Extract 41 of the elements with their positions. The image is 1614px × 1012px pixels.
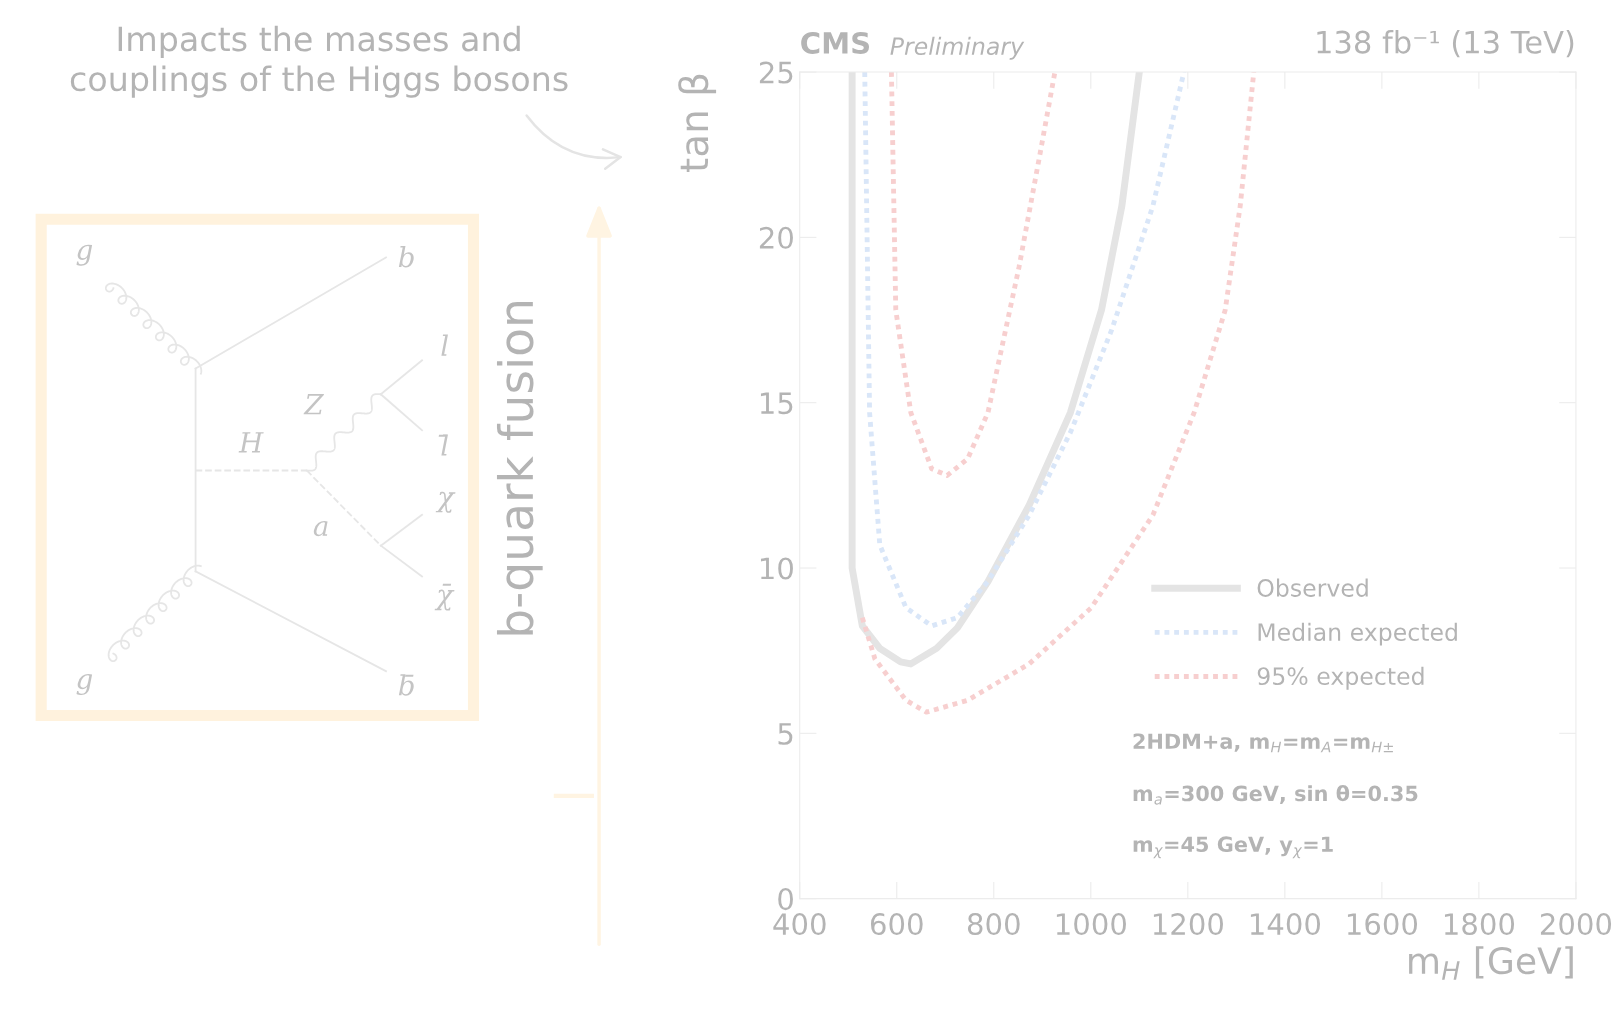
text: b̄ bbox=[398, 674, 414, 696]
text: g bbox=[76, 673, 93, 695]
annotation: m$_{χ}$=45 GeV, y$_{χ}$=1 bbox=[1133, 836, 1333, 859]
text: l̄ bbox=[438, 434, 448, 456]
y-tick-label: 25 bbox=[759, 61, 793, 84]
x-axis-title: m$_{H}$ [GeV] bbox=[1409, 946, 1573, 980]
x-tick-label: 1600 bbox=[1347, 913, 1418, 936]
text: b bbox=[398, 245, 414, 268]
text: 138 fb⁻¹ (13 TeV) bbox=[1317, 30, 1574, 58]
text: g bbox=[76, 244, 93, 266]
text: CMS bbox=[801, 31, 870, 54]
text: Z bbox=[303, 394, 324, 415]
text: Preliminary bbox=[890, 36, 1025, 60]
y-tick-label: 0 bbox=[778, 888, 793, 911]
annotation: m$_{a}$=300 GeV, sin θ=0.35 bbox=[1133, 785, 1418, 805]
text: a bbox=[313, 520, 328, 537]
y-tick-label: 5 bbox=[778, 723, 793, 745]
legend-label: Median expected bbox=[1258, 622, 1457, 646]
x-tick-label: 600 bbox=[870, 913, 923, 936]
text: l bbox=[441, 334, 448, 356]
y-axis-title: tan β bbox=[678, 74, 717, 172]
x-tick-label: 1400 bbox=[1250, 913, 1321, 936]
y-tick-label: 20 bbox=[759, 226, 793, 249]
y-tick-label: 10 bbox=[760, 557, 793, 580]
text: Impacts the masses and couplings of the Higgs bosons bbox=[70, 25, 568, 98]
legend-label: 95% expected bbox=[1257, 666, 1424, 690]
x-tick-label: 1800 bbox=[1444, 913, 1515, 936]
text: χ̄ bbox=[434, 583, 455, 611]
x-tick-label: 1200 bbox=[1153, 913, 1223, 936]
x-tick-label: 800 bbox=[967, 913, 1020, 936]
x-tick-label: 1000 bbox=[1056, 913, 1126, 936]
annotation: 2HDM+a, m$_{H}$=m$_{A}$=m$_{H±}$ bbox=[1133, 733, 1393, 753]
line-series bbox=[888, 72, 1058, 478]
line-series bbox=[862, 72, 1187, 629]
text: H bbox=[238, 432, 264, 453]
legend-label: Observed bbox=[1257, 578, 1368, 597]
x-tick-label: 2000 bbox=[1540, 913, 1612, 936]
text: χ bbox=[435, 491, 456, 513]
y-tick-label: 15 bbox=[760, 392, 793, 415]
x-tick-label: 400 bbox=[773, 913, 826, 936]
text: b-quark fusion bbox=[496, 302, 543, 635]
